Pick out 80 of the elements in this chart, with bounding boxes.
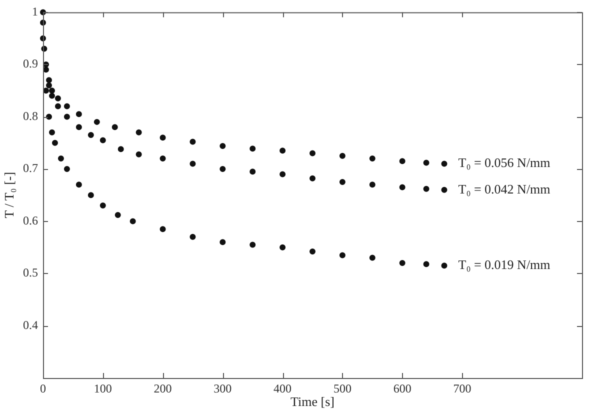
point: [76, 111, 82, 118]
point: [369, 182, 376, 188]
point: [310, 150, 316, 156]
point: [399, 184, 406, 190]
point: [369, 254, 376, 261]
y-tick-label: 0.4: [23, 318, 38, 332]
point: [160, 226, 166, 232]
point: [280, 148, 286, 154]
point: [118, 146, 124, 152]
point: [220, 239, 226, 246]
x-tick-label: 700: [453, 381, 472, 396]
point: [100, 202, 106, 209]
point: [112, 124, 118, 130]
series-label: T₀ = 0.042 N/mm: [458, 181, 550, 196]
point: [88, 192, 94, 198]
point: [114, 212, 121, 218]
point: [399, 158, 406, 164]
point: [441, 160, 448, 167]
x-tick-label: 600: [393, 381, 412, 396]
x-tick-label: 300: [214, 381, 232, 396]
point: [76, 124, 82, 130]
point: [190, 138, 196, 145]
point: [160, 134, 166, 141]
point: [339, 179, 346, 186]
point: [190, 234, 196, 240]
series-label: T₀ = 0.056 N/mm: [458, 155, 550, 170]
x-tick-label: 100: [94, 381, 112, 396]
y-tick-label: 0.8: [23, 108, 38, 123]
point: [423, 261, 430, 268]
y-tick-label: 0.5: [23, 266, 38, 280]
y-axis-title: T / T₀ [-]: [1, 172, 16, 218]
x-axis-title: Time [s]: [290, 394, 334, 409]
series-label: T₀ = 0.019 N/mm: [458, 257, 550, 272]
point: [64, 114, 70, 120]
point: [339, 252, 346, 258]
point: [130, 218, 136, 224]
point: [220, 142, 226, 149]
x-tick-label: 0: [40, 381, 46, 396]
point: [48, 88, 55, 94]
point: [160, 156, 166, 162]
x-tick-label: 200: [154, 381, 172, 396]
point: [310, 248, 316, 255]
point: [100, 137, 106, 144]
point: [136, 129, 142, 136]
point: [369, 156, 376, 162]
point: [76, 182, 82, 188]
point: [423, 160, 430, 166]
point: [280, 244, 286, 250]
y-tick-label: 0.9: [23, 56, 38, 71]
point: [64, 103, 70, 110]
point: [280, 171, 286, 178]
y-tick-label: 0.6: [23, 213, 38, 228]
point: [64, 166, 70, 172]
point: [136, 151, 142, 158]
point: [310, 175, 316, 182]
point: [250, 168, 256, 175]
point: [399, 260, 406, 266]
point: [94, 118, 100, 125]
point: [441, 262, 448, 269]
point: [52, 140, 58, 146]
point: [423, 186, 430, 192]
x-tick-label: 500: [333, 381, 352, 396]
y-tick-label: 1: [32, 4, 38, 18]
y-tick-label: 0.7: [23, 161, 38, 176]
point: [339, 152, 346, 159]
point: [220, 166, 226, 172]
point: [250, 146, 256, 152]
point: [46, 82, 52, 88]
point: [88, 132, 94, 138]
point: [250, 242, 256, 248]
point: [58, 156, 64, 162]
point: [48, 129, 55, 136]
point: [54, 103, 61, 110]
x-tick-label: 400: [274, 381, 292, 396]
point: [54, 95, 61, 102]
point: [48, 92, 55, 99]
point: [441, 186, 448, 193]
point: [46, 114, 52, 120]
point: [46, 77, 52, 84]
point: [190, 160, 196, 167]
